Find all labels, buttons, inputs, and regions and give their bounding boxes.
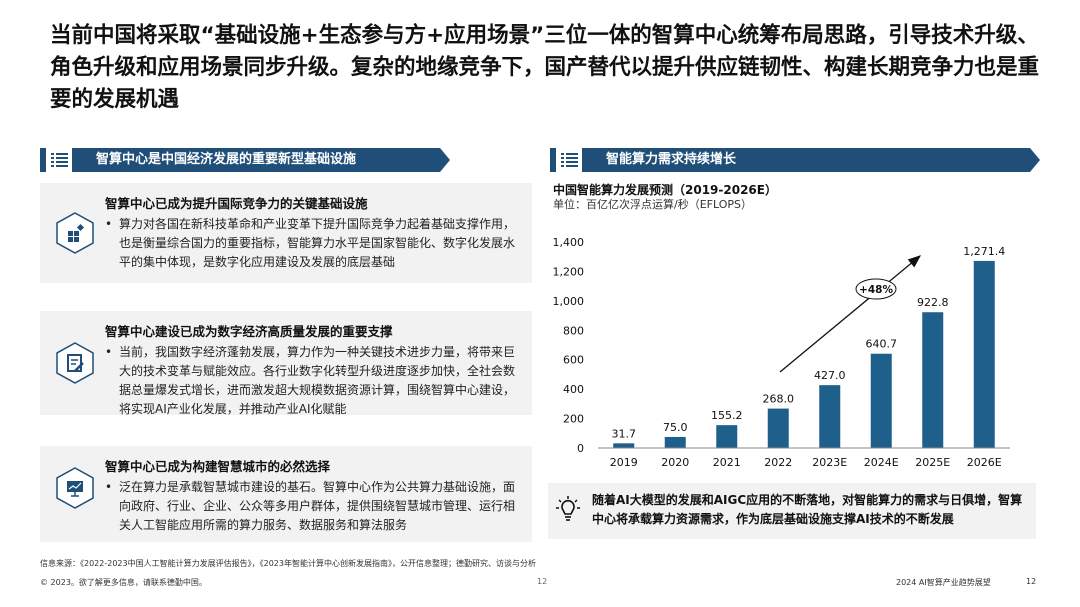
card-bullet: • 当前，我国数字经济蓬勃发展，算力作为一种关键技术进步力量，将带来巨大的技术变…	[105, 343, 525, 419]
bar-2020	[664, 436, 686, 448]
x-tick-label: 2021	[713, 456, 741, 469]
bar-value-label: 640.7	[866, 338, 898, 351]
card-international-competitiveness: 智算中心已成为提升国际竞争力的关键基础设施 • 算力对各国在新科技革命和产业变革…	[40, 183, 532, 283]
card-bullet: • 算力对各国在新科技革命和产业变革下提升国际竞争力起着基础支撑作用，也是衡量综…	[105, 215, 525, 272]
y-tick-label: 1,400	[553, 236, 585, 249]
x-tick-label: 2024E	[864, 456, 899, 469]
bar-value-label: 427.0	[814, 369, 846, 382]
y-tick-label: 800	[563, 324, 584, 337]
footer-page-number-right: 12	[1026, 577, 1037, 586]
growth-arrow	[779, 255, 922, 373]
x-tick-label: 2023E	[812, 456, 847, 469]
bullet-dot: •	[105, 217, 113, 231]
x-tick-label: 2019	[610, 456, 638, 469]
y-tick-label: 400	[563, 383, 584, 396]
y-tick-label: 1,200	[553, 265, 585, 278]
insight-text: 随着AI大模型的发展和AIGC应用的不断落地，对智能算力的需求与日俱增，智算中心…	[592, 493, 1023, 526]
card-smart-city: 智算中心已成为构建智慧城市的必然选择 • 泛在算力是承载智慧城市建设的基石。智算…	[40, 446, 532, 542]
footer-report-title: 2024 AI智算产业趋势展望	[896, 578, 991, 587]
left-section-header: 智算中心是中国经济发展的重要新型基础设施	[40, 148, 450, 172]
y-tick-label: 0	[577, 442, 584, 455]
list-icon	[46, 148, 72, 172]
source-note: 信息来源：《2022-2023中国人工智能计算力发展评估报告》，《2023年智能…	[40, 559, 536, 568]
card-title: 智算中心建设已成为数字经济高质量发展的重要支撑	[105, 324, 393, 339]
footer-copyright: © 2023。欲了解更多信息，请联系德勤中国。	[40, 578, 207, 587]
page-headline: 当前中国将采取“基础设施+生态参与方+应用场景”三位一体的智算中心统筹布局思路，…	[50, 23, 1040, 112]
card-bullet: • 泛在算力是承载智慧城市建设的基石。智算中心作为公共算力基础设施，面向政府、行…	[105, 478, 525, 535]
bar-value-label: 75.0	[663, 421, 688, 434]
y-tick-label: 1,000	[553, 295, 585, 308]
presentation-screen-icon	[55, 466, 95, 510]
list-icon	[556, 148, 582, 172]
x-tick-label: 2020	[661, 456, 689, 469]
card-title: 智算中心已成为构建智慧城市的必然选择	[105, 459, 331, 474]
y-tick-label: 600	[563, 354, 584, 367]
bar-value-label: 268.0	[763, 393, 795, 406]
bar-value-label: 155.2	[711, 409, 743, 422]
bar-value-label: 922.8	[917, 296, 949, 309]
bar-2026E	[973, 260, 995, 448]
bar-value-label: 1,271.4	[963, 245, 1005, 258]
x-tick-label: 2022	[764, 456, 792, 469]
bar-chart: 0 200 400 600 800 1,000 1,200 1,400 31.7 75.0 155…	[553, 236, 1010, 469]
bar-2021	[716, 425, 738, 448]
left-section-title: 智算中心是中国经济发展的重要新型基础设施	[96, 152, 357, 167]
lightbulb-icon	[556, 495, 580, 523]
bar-2023E	[819, 385, 841, 448]
bullet-dot: •	[105, 345, 113, 359]
chart-unit: 单位：百亿亿次浮点运算/秒（EFLOPS）	[553, 198, 752, 211]
y-tick-label: 200	[563, 413, 584, 426]
section-arrow	[1030, 148, 1040, 172]
footer-page-number: 12	[537, 577, 548, 586]
section-arrow	[440, 148, 450, 172]
card-digital-economy: 智算中心建设已成为数字经济高质量发展的重要支撑 • 当前，我国数字经济蓬勃发展，…	[40, 311, 532, 416]
bar-2024E	[870, 353, 892, 448]
bar-2022	[767, 408, 789, 448]
card-bullet-text: 当前，我国数字经济蓬勃发展，算力作为一种关键技术进步力量，将带来巨大的技术变革与…	[119, 345, 516, 416]
right-section-header: 智能算力需求持续增长	[550, 148, 1040, 172]
card-bullet-text: 泛在算力是承载智慧城市建设的基石。智算中心作为公共算力基础设施，面向政府、行业、…	[119, 480, 516, 532]
right-section-title: 智能算力需求持续增长	[606, 152, 737, 167]
x-tick-label: 2025E	[915, 456, 950, 469]
insight-box: 随着AI大模型的发展和AIGC应用的不断落地，对智能算力的需求与日俱增，智算中心…	[548, 483, 1036, 539]
chart-title: 中国智能算力发展预测（2019-2026E）	[553, 183, 777, 197]
bar-2019	[613, 443, 635, 448]
bullet-dot: •	[105, 480, 113, 494]
bar-value-label: 31.7	[612, 427, 637, 440]
x-tick-label: 2026E	[967, 456, 1002, 469]
document-edit-icon	[55, 341, 95, 385]
card-bullet-text: 算力对各国在新科技革命和产业变革下提升国际竞争力起着基础支撑作用，也是衡量综合国…	[119, 217, 516, 269]
card-title: 智算中心已成为提升国际竞争力的关键基础设施	[105, 196, 368, 211]
growth-badge	[855, 278, 897, 300]
bar-2025E	[922, 312, 944, 448]
growth-rate-label: +48%	[859, 284, 893, 296]
grid-blocks-icon	[55, 211, 95, 255]
